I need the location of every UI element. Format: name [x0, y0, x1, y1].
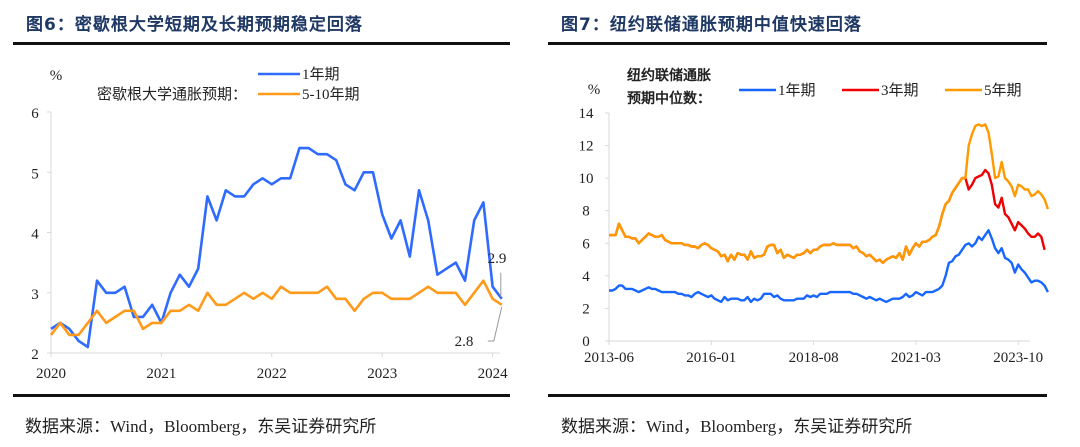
- y-axis-unit: %: [50, 68, 63, 84]
- x-tick-label: 2021: [146, 366, 176, 382]
- y-tick-label: 0: [582, 334, 590, 350]
- x-tick-label: 2016-01: [686, 350, 736, 366]
- right-figure-panel: 图7：纽约联储通胀预期中值快速回落 0 2 4 6 8 10 12 14 2013-06 2016…: [540, 0, 1080, 447]
- x-tick-label: 2022: [257, 366, 287, 382]
- left-source-note: 数据来源：Wind，Bloomberg，东吴证券研究所: [25, 417, 377, 436]
- y-tick-label: 14: [579, 106, 595, 122]
- y-tick-label: 12: [579, 139, 594, 155]
- left-chart: 2 3 4 5 6 2020 2021 2022 2023 2024% 密歇根大学通胀预期： 1年期 5…: [31, 66, 509, 382]
- x-tick-label: 2024: [478, 366, 509, 382]
- right-source-note: 数据来源：Wind，Bloomberg，东吴证券研究所: [561, 417, 913, 436]
- y-axis-unit: %: [588, 82, 601, 98]
- x-tick-label: 2020: [36, 366, 66, 382]
- legend-label-5-10y: 5-10年期: [302, 86, 360, 103]
- series-line-3y: [609, 168, 1046, 264]
- y-tick-label: 6: [582, 236, 590, 252]
- legend-label-1y: 1年期: [778, 82, 816, 99]
- left-bottom-rule: [13, 394, 510, 397]
- left-figure-title: 图6：密歇根大学短期及长期预期稳定回落: [26, 15, 363, 35]
- series-line-5-10y: [49, 279, 503, 337]
- y-tick-label: 6: [31, 106, 39, 122]
- y-tick-label: 8: [582, 204, 590, 220]
- x-tick-label: 2023-10: [993, 350, 1043, 366]
- legend-title-line2: 预期中位数：: [627, 90, 711, 107]
- y-tick-label: 10: [579, 171, 594, 187]
- y-tick-label: 4: [31, 227, 39, 243]
- legend-label-3y: 3年期: [881, 82, 919, 99]
- legend-label-5y: 5年期: [984, 82, 1022, 99]
- annotation-label-1y: 2.9: [488, 251, 507, 267]
- annotation-label-5-10y: 2.8: [455, 334, 474, 350]
- x-tick-label: 2013-06: [584, 350, 634, 366]
- x-tick-label: 2021-03: [891, 350, 941, 366]
- y-tick-label: 3: [31, 287, 39, 303]
- right-bottom-rule: [548, 394, 1047, 397]
- y-tick-label: 5: [31, 166, 39, 182]
- series-line-1y: [50, 146, 503, 349]
- annotation-leader-5-10y: [487, 306, 503, 342]
- right-figure-title: 图7：纽约联储通胀预期中值快速回落: [561, 15, 862, 35]
- series-line-1y: [609, 229, 1049, 304]
- legend-title-line1: 纽约联储通胀: [627, 67, 711, 84]
- right-chart: 0 2 4 6 8 10 12 14 2013-06 2016-01 2018-08 2021-03 2…: [579, 67, 1050, 366]
- legend-label-1y: 1年期: [302, 66, 340, 83]
- legend-title: 密歇根大学通胀预期：: [97, 86, 247, 103]
- left-figure-panel: 图6：密歇根大学短期及长期预期稳定回落 2 3 4 5 6 2020 2021 2022 202…: [13, 15, 510, 436]
- y-tick-label: 2: [31, 347, 39, 363]
- series-line-5y: [609, 123, 1050, 264]
- y-tick-label: 2: [582, 301, 590, 317]
- right-title-rule: [548, 42, 1047, 45]
- x-tick-label: 2023: [367, 366, 397, 382]
- left-title-rule: [13, 42, 510, 45]
- x-tick-label: 2018-08: [789, 350, 839, 366]
- y-tick-label: 4: [582, 269, 590, 285]
